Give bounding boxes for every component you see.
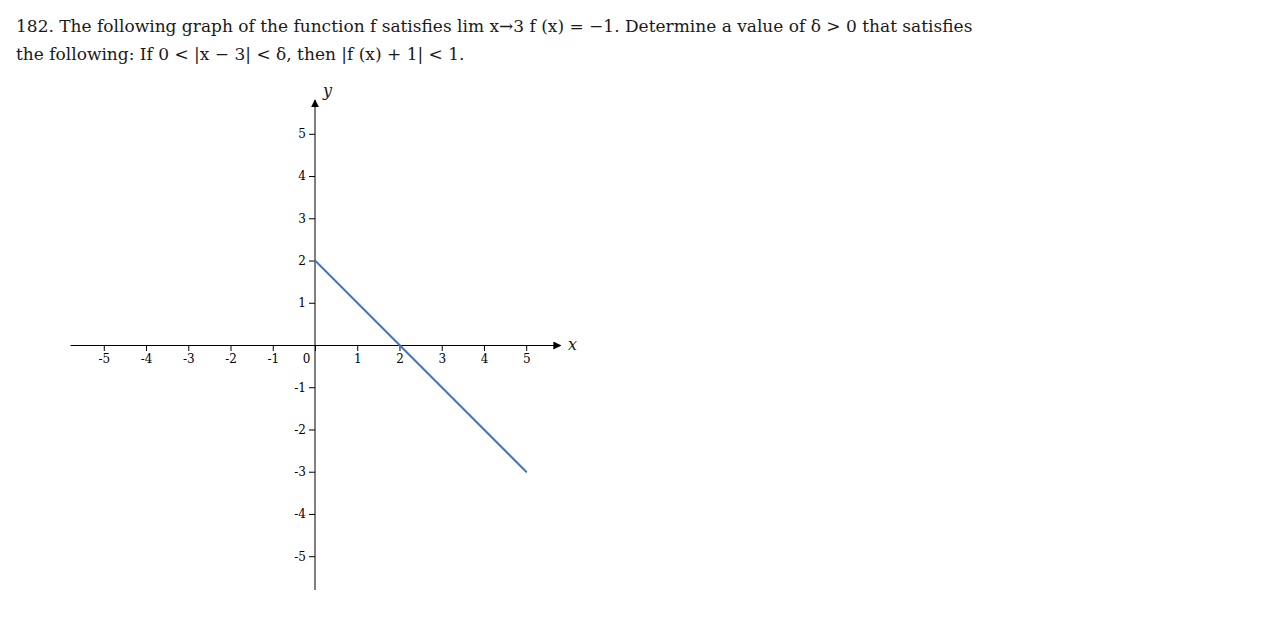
y-tick-mark	[309, 303, 315, 304]
function-line	[315, 261, 526, 472]
y-tick: -4	[294, 507, 315, 521]
subtitle: the following: If 0 < |x − 3| < δ, then …	[16, 44, 464, 64]
y-tick-label: -5	[294, 550, 306, 564]
x-tick-mark	[146, 345, 147, 351]
x-tick-mark	[188, 345, 189, 351]
x-axis-label: x	[568, 335, 577, 354]
plot: -5 -4 -3 -2 -1 0 1 2 3 4 5 -5 -4 -3 -2 -1 1 2 3 4 5 x y	[71, 81, 578, 590]
x-tick-mark	[357, 345, 358, 351]
y-tick: -1	[294, 381, 315, 395]
x-tick: -5	[98, 345, 110, 366]
y-tick-label: -4	[294, 507, 306, 521]
y-tick-mark	[309, 218, 315, 219]
x-tick-label: 3	[438, 352, 446, 366]
x-tick-mark	[484, 345, 485, 351]
y-tick: 3	[298, 212, 315, 226]
y-tick-mark	[309, 472, 315, 473]
x-tick-label: -2	[225, 352, 237, 366]
x-tick: 5	[523, 345, 531, 366]
x-tick-label: -1	[267, 352, 279, 366]
y-tick-label: -3	[294, 465, 306, 479]
x-tick-label: -5	[98, 352, 110, 366]
y-tick-label: 4	[298, 169, 306, 183]
x-tick: -3	[183, 345, 195, 366]
title: 182. The following graph of the function…	[16, 16, 972, 36]
x-tick-label: 1	[354, 352, 362, 366]
y-tick: 4	[298, 169, 315, 183]
x-tick-mark	[273, 345, 274, 351]
y-tick-label: 5	[298, 127, 306, 141]
y-tick-label: 1	[298, 296, 306, 310]
y-tick: 1	[298, 296, 315, 310]
y-tick: 5	[298, 127, 315, 141]
x-tick: -4	[141, 345, 153, 366]
x-tick: 0	[303, 345, 316, 366]
y-tick: 2	[298, 254, 315, 268]
y-tick-mark	[309, 429, 315, 430]
y-tick-label: 2	[298, 254, 306, 268]
y-tick-mark	[309, 556, 315, 557]
y-tick-mark	[309, 387, 315, 388]
y-tick-mark	[309, 176, 315, 177]
x-tick: 3	[438, 345, 446, 366]
y-axis-line	[315, 100, 316, 590]
y-tick: -3	[294, 465, 315, 479]
x-tick-mark	[526, 345, 527, 351]
chart: 182. The following graph of the function…	[0, 0, 1280, 627]
x-tick-label: 0	[303, 352, 311, 366]
y-tick-label: -2	[294, 423, 306, 437]
x-tick: -1	[267, 345, 279, 366]
y-tick-mark	[309, 514, 315, 515]
y-tick: -5	[294, 550, 315, 564]
x-tick-label: 4	[481, 352, 489, 366]
x-tick-label: 2	[396, 352, 404, 366]
y-axis-label: y	[322, 81, 333, 100]
y-tick-label: -1	[294, 381, 306, 395]
x-tick-label: -3	[183, 352, 195, 366]
x-tick-label: 5	[523, 352, 531, 366]
y-tick-mark	[309, 134, 315, 135]
x-tick: -2	[225, 345, 237, 366]
x-tick: 1	[354, 345, 362, 366]
y-tick-label: 3	[298, 212, 306, 226]
x-tick-mark	[231, 345, 232, 351]
x-tick: 4	[481, 345, 489, 366]
y-axis: -5 -4 -3 -2 -1 1 2 3 4 5	[294, 100, 315, 590]
x-tick-mark	[442, 345, 443, 351]
x-tick-mark	[104, 345, 105, 351]
marks	[315, 261, 526, 472]
x-tick-label: -4	[141, 352, 153, 366]
y-tick: -2	[294, 423, 315, 437]
